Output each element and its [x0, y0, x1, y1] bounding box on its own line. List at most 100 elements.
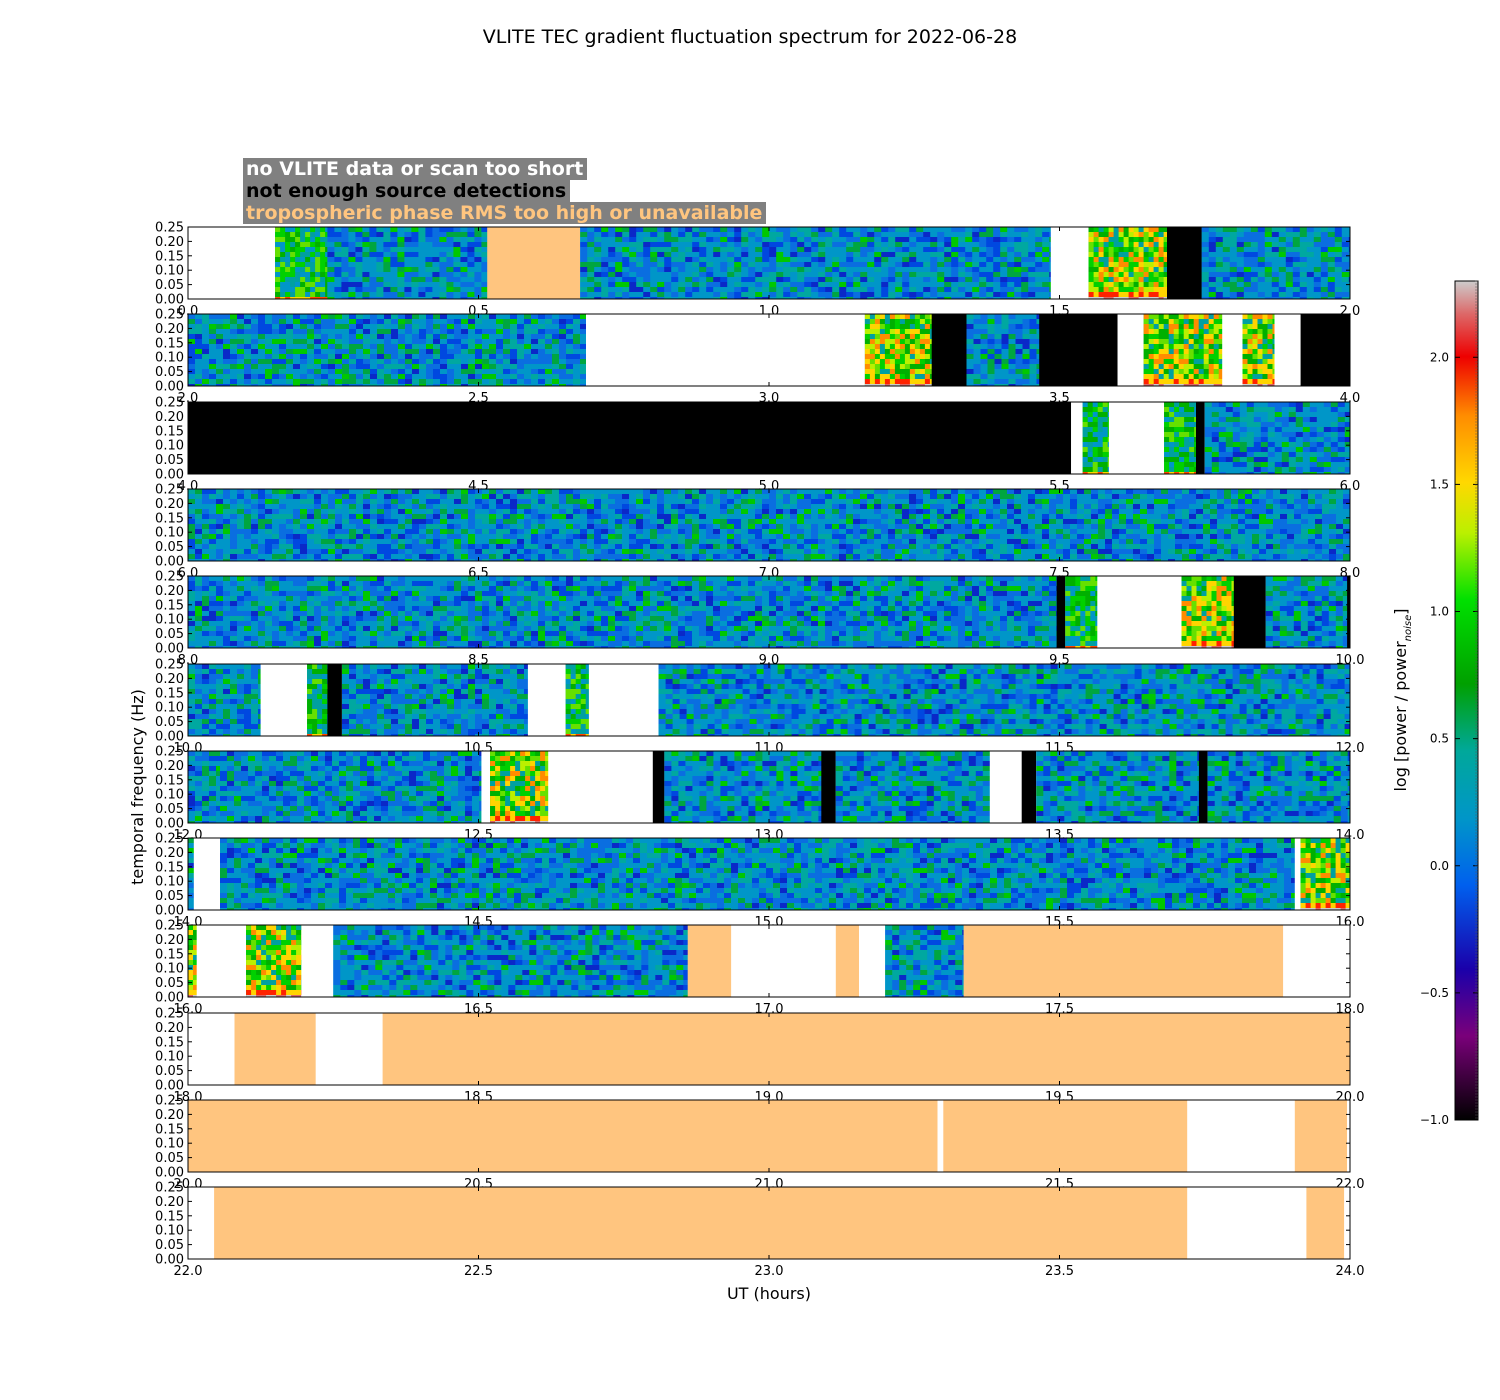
segment-green: [1164, 402, 1196, 474]
segment-nodata: [548, 751, 653, 823]
x-axis-label: UT (hours): [727, 1284, 811, 1303]
segment-nodata: [316, 1013, 383, 1085]
segment-noise: [188, 664, 261, 736]
y-tick-label: 0.10: [155, 1224, 184, 1239]
segment-noise: [342, 664, 528, 736]
colorbar-tick-label: 2.0: [1430, 350, 1449, 364]
segment-green: [566, 664, 590, 736]
segment-nodata: [589, 664, 659, 736]
y-tick-label: 0.05: [155, 1151, 184, 1166]
y-tick-label: 0.25: [155, 1094, 184, 1109]
colorbar-gradient: [1455, 281, 1478, 1120]
y-tick-label: 0.15: [155, 1122, 184, 1137]
segment-nodata: [1275, 314, 1301, 386]
segment-noise: [967, 314, 1040, 386]
segment-nodata: [1051, 227, 1089, 299]
segment-nodata: [1222, 314, 1242, 386]
segment-noise: [885, 925, 964, 997]
panel-1: 0.000.050.100.150.200.252.0 2.5 3.0 3.5 4.0: [155, 308, 1360, 407]
segment-noise: [188, 314, 586, 386]
x-tick-label: 23.0: [755, 1264, 784, 1279]
y-tick-label: 0.25: [155, 919, 184, 934]
y-tick-label: 0.20: [155, 584, 184, 599]
segment-noise: [1036, 751, 1199, 823]
y-tick-label: 0.05: [155, 453, 184, 468]
colorbar-tick-label: 0.5: [1430, 732, 1449, 746]
y-tick-label: 0.20: [155, 1108, 184, 1123]
colorbar-label: log [power / powernoise]: [1391, 608, 1414, 791]
segment-black: [1167, 227, 1202, 299]
segment-tropo: [964, 925, 1284, 997]
y-tick-label: 0.10: [155, 875, 184, 890]
segment-noise: [220, 751, 482, 823]
legend-no-detections: not enough source detections: [243, 180, 570, 202]
segment-green: [1083, 402, 1110, 474]
segment-nodata: [1187, 1100, 1295, 1172]
segment-nodata: [194, 838, 220, 910]
segment-noise: [1205, 402, 1351, 474]
y-tick-label: 0.15: [155, 860, 184, 875]
segment-nodata: [188, 227, 275, 299]
segment-black: [1057, 576, 1066, 648]
y-tick-label: 0.25: [155, 1181, 184, 1196]
y-tick-label: 0.20: [155, 1021, 184, 1036]
y-tick-label: 0.05: [155, 1064, 184, 1079]
segment-nodata: [301, 925, 333, 997]
segment-black: [1196, 402, 1205, 474]
y-tick-label: 0.10: [155, 439, 184, 454]
y-tick-label: 0.05: [155, 715, 184, 730]
y-tick-label: 0.20: [155, 322, 184, 337]
segment-noise: [1208, 751, 1351, 823]
y-tick-label: 0.25: [155, 658, 184, 673]
segment-nodata: [586, 314, 865, 386]
segment-black: [1022, 751, 1036, 823]
y-tick-label: 0.10: [155, 264, 184, 279]
y-tick-label: 0.25: [155, 396, 184, 411]
segment-black: [327, 664, 342, 736]
colorbar-tick-label: −0.5: [1420, 986, 1449, 1000]
y-tick-label: 0.15: [155, 336, 184, 351]
segment-noise: [836, 751, 990, 823]
colorbar-tick-label: 1.5: [1430, 477, 1449, 491]
segment-tropo: [383, 1013, 1350, 1085]
y-tick-label: 0.20: [155, 672, 184, 687]
y-tick-label: 0.25: [155, 745, 184, 760]
segment-hot: [490, 751, 548, 823]
segment-hot: [1144, 314, 1223, 386]
segment-tropo: [1306, 1187, 1344, 1259]
y-tick-label: 0.15: [155, 511, 184, 526]
segment-black: [821, 751, 836, 823]
y-tick-label: 0.05: [155, 365, 184, 380]
y-tick-label: 0.10: [155, 788, 184, 803]
segment-nodata: [188, 1013, 235, 1085]
y-tick-label: 0.25: [155, 221, 184, 236]
x-tick-label: 23.5: [1045, 1264, 1074, 1279]
segment-hot: [1089, 227, 1168, 299]
segment-noise: [188, 751, 220, 823]
y-tick-label: 0.10: [155, 962, 184, 977]
segment-nodata: [1071, 402, 1083, 474]
segment-noise: [1202, 227, 1351, 299]
segment-green: [1065, 576, 1097, 648]
segment-noise: [580, 227, 1051, 299]
y-tick-label: 0.20: [155, 1195, 184, 1210]
segment-nodata: [1097, 576, 1181, 648]
segment-noise: [188, 838, 194, 910]
y-tick-label: 0.25: [155, 1007, 184, 1022]
y-tick-label: 0.25: [155, 483, 184, 498]
segment-noise: [188, 576, 1057, 648]
segment-nodata: [859, 925, 885, 997]
y-tick-label: 0.15: [155, 1035, 184, 1050]
x-tick-label: 24.0: [1336, 1264, 1365, 1279]
panel-3: 0.000.050.100.150.200.256.0 6.5 7.0 7.5 8.0: [155, 483, 1360, 582]
y-tick-label: 0.10: [155, 351, 184, 366]
segment-tropo: [943, 1100, 1187, 1172]
segment-hot: [188, 925, 197, 997]
y-tick-label: 0.15: [155, 598, 184, 613]
segment-tropo: [1295, 1100, 1347, 1172]
segment-green: [307, 664, 328, 736]
segment-nodata: [1295, 838, 1301, 910]
